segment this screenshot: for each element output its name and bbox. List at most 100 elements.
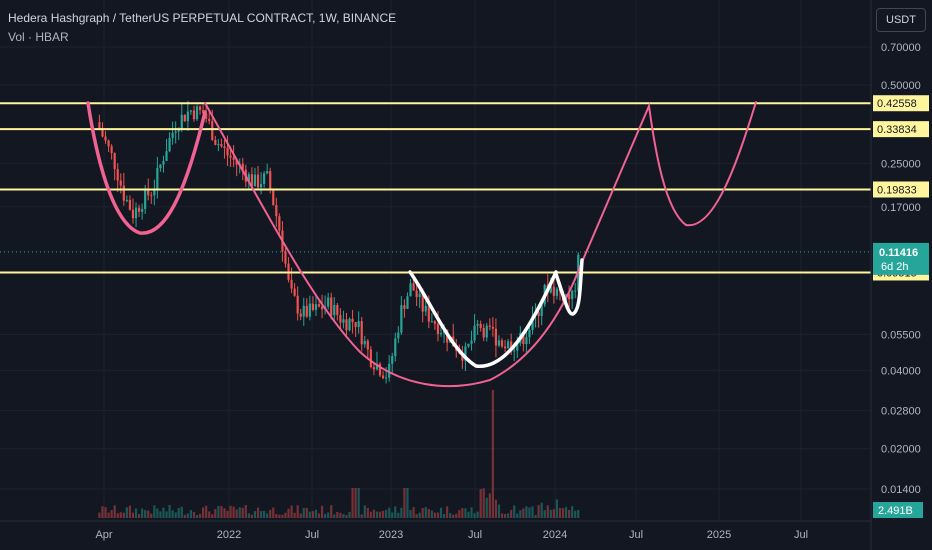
volume-bar: [165, 511, 168, 518]
candle-body: [308, 303, 311, 317]
candle: [296, 286, 299, 321]
volume-tag-label: 2.491B: [878, 505, 913, 517]
candle-body: [134, 207, 138, 219]
volume-bar: [568, 509, 571, 518]
volume-bar: [229, 505, 232, 518]
volume-bar: [571, 506, 574, 518]
candle: [461, 345, 464, 369]
candle: [171, 121, 174, 145]
candle: [345, 312, 348, 336]
last-price-label: 0.11416: [879, 247, 918, 259]
currency-button[interactable]: USDT: [876, 8, 926, 32]
time-tick-label: Jul: [305, 529, 319, 541]
level-price-label: 0.33834: [877, 124, 917, 136]
candle: [568, 285, 571, 310]
candle-body: [320, 306, 324, 310]
candle: [189, 109, 193, 115]
candle-body: [144, 189, 147, 209]
volume-bars: [98, 390, 580, 518]
candle-body: [345, 319, 348, 331]
time-tick-label: 2024: [543, 529, 567, 541]
volume-bar: [107, 512, 110, 518]
last-price-tag: [873, 242, 929, 275]
time-tick-label: 2025: [707, 529, 731, 541]
time-axis[interactable]: Apr 2022 Jul 2023 Jul 2024 Jul 2025 Jul: [0, 520, 871, 541]
candle-body: [141, 208, 144, 212]
candle-body: [336, 305, 339, 315]
candle-body: [293, 288, 296, 296]
candle: [415, 281, 418, 306]
volume-bar: [409, 510, 412, 518]
volume-bar: [208, 511, 211, 518]
volume-bar: [442, 514, 446, 518]
volume-bar: [101, 506, 104, 518]
candle: [110, 144, 113, 160]
candle-body: [351, 318, 354, 323]
volume-bar: [482, 488, 485, 518]
volume-bar: [290, 505, 293, 518]
volume-bar: [305, 507, 308, 518]
candle-body: [247, 174, 250, 182]
candle-body: [375, 363, 379, 370]
candle-body: [311, 303, 315, 310]
price-tick-label: 0.04000: [881, 365, 921, 377]
volume-bar: [195, 514, 199, 518]
cup-pattern-drawings[interactable]: [86, 101, 757, 388]
volume-bar: [406, 488, 409, 518]
candle-body: [366, 340, 369, 350]
candle-body: [217, 144, 220, 146]
volume-bar: [345, 514, 348, 518]
candle: [494, 318, 498, 358]
volume-bar: [266, 513, 269, 518]
candle: [503, 339, 507, 353]
time-tick-label: 2023: [379, 529, 403, 541]
candle: [400, 296, 403, 335]
candle-body: [342, 319, 345, 323]
candle: [320, 294, 324, 319]
candle: [162, 155, 165, 173]
candle-body: [479, 323, 482, 328]
volume-bar: [552, 509, 555, 518]
volume-bar: [131, 512, 135, 518]
candles: [98, 100, 580, 384]
candle-body: [119, 180, 122, 186]
candle: [192, 105, 196, 122]
candle-body: [467, 343, 470, 347]
volume-bar: [528, 507, 531, 518]
candle-body: [531, 315, 534, 330]
volume-bar: [497, 504, 501, 518]
candle-body: [165, 151, 168, 161]
volume-bar: [275, 513, 278, 518]
volume-bar: [330, 505, 333, 518]
candle: [336, 302, 339, 321]
volume-bar: [116, 513, 119, 518]
chart-title: Hedera Hashgraph / TetherUS PERPETUAL CO…: [8, 11, 397, 25]
candle: [394, 332, 397, 362]
candle: [348, 317, 351, 332]
volume-bar: [134, 508, 138, 518]
volume-bar: [369, 511, 372, 518]
candle-body: [513, 350, 516, 352]
volume-bar: [259, 511, 263, 518]
small-cup-curve: [86, 101, 207, 235]
candle-body: [168, 137, 171, 152]
level-price-label: 0.42558: [877, 98, 917, 110]
candle-body: [482, 327, 485, 338]
volume-bar: [491, 390, 494, 518]
volume-bar: [494, 499, 498, 518]
candle: [293, 283, 296, 297]
candle-body: [372, 367, 376, 370]
candle-body: [485, 325, 488, 338]
candle: [217, 139, 220, 152]
candle-body: [494, 328, 498, 346]
candle-body: [430, 321, 433, 323]
candle: [485, 322, 488, 342]
price-axis[interactable]: 0.70000 0.50000 0.25000 0.17000 0.05500 0.040…: [870, 0, 923, 550]
time-tick-label: Jul: [468, 529, 482, 541]
volume-bar: [250, 514, 254, 518]
volume-bar: [525, 506, 528, 518]
volume-bar: [543, 510, 546, 518]
candle: [141, 203, 144, 220]
